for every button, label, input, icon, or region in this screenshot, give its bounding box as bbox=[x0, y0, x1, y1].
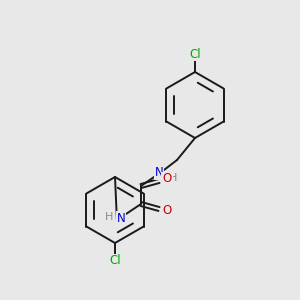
Text: O: O bbox=[162, 205, 172, 218]
Text: Cl: Cl bbox=[109, 254, 121, 268]
Text: N: N bbox=[117, 212, 125, 224]
Text: O: O bbox=[162, 172, 172, 185]
Text: N: N bbox=[154, 167, 164, 179]
Text: H: H bbox=[169, 173, 177, 183]
Text: Cl: Cl bbox=[189, 47, 201, 61]
Text: H: H bbox=[105, 212, 113, 222]
